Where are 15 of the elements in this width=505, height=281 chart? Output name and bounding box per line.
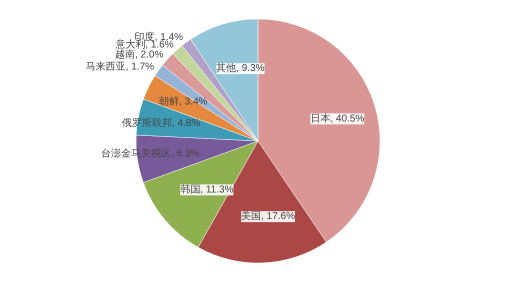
slice-label: 韩国 [180,183,200,196]
data-label: , 1.7% [126,61,154,72]
data-label: , 4.8% [172,118,200,130]
slice-label: 美国 [241,210,262,222]
slice-label: 马来西亚 [86,60,126,72]
data-label: , 6.3% [171,148,200,160]
data-label: , 9.3% [236,63,265,74]
slice-label: 日本 [310,112,330,124]
data-label: , 17.6% [261,211,296,222]
data-label: , 40.5% [330,113,364,124]
data-label: , 2.0% [134,50,164,61]
data-label: , 11.3% [200,184,234,196]
slice-label: 越南 [114,48,135,61]
slice-label: 其他 [216,62,236,74]
slice-label: 朝鲜 [159,96,180,108]
